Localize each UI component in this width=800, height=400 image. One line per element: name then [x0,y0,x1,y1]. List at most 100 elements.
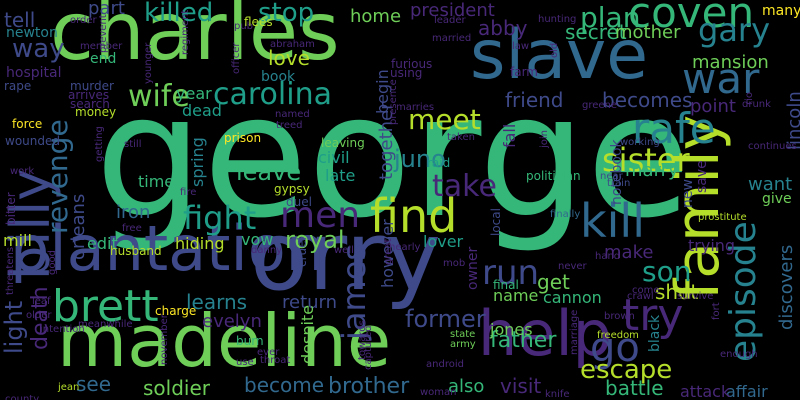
word-time: time [138,172,175,191]
word-charles: charles [50,0,340,78]
word-point: point [690,96,736,117]
word-iron: iron [116,202,151,223]
word-make: make [604,242,654,263]
word-brown: brown [604,311,635,322]
word-mob: mob [443,258,466,269]
word-woman: woman [420,387,457,398]
word-marry: marry [625,160,679,181]
word-drunk: drunk [742,99,771,110]
word-towards: towards [357,320,368,360]
word-sister: sister [602,141,690,179]
word-carolina: carolina [213,77,332,112]
word-county: county [5,394,40,400]
word-battle: battle [605,376,664,400]
word-younger: younger [143,42,154,84]
word-become: become [244,373,325,397]
word-politician: politician [526,169,581,183]
word-orleans: orleans [68,193,89,260]
word-android: android [426,359,464,370]
word-escape: escape [580,355,673,385]
word-visit: visit [500,374,542,398]
word-husband: husband [110,244,162,258]
word-join: join [539,129,550,148]
word-mother: mother [615,22,681,43]
word-take: take [432,169,497,204]
word-danny: danny [251,245,283,256]
word-juno: juno [394,145,446,173]
word-army: army [450,339,476,350]
word-gypsy: gypsy [274,182,310,196]
word-stop: stop [258,0,315,28]
word-order: order [70,15,97,26]
word-kill: kill [580,194,645,248]
word-farm: farm [510,65,538,79]
word-book: book [261,69,296,85]
word-named: named [275,109,310,120]
word-duel: duel [286,195,312,209]
word-money: money [75,105,117,119]
word-survive: survive [677,291,714,302]
word-force: force [12,117,43,131]
word-new: new [680,179,696,208]
word-officer: officer [231,42,242,74]
word-want: want [748,174,793,195]
word-vow: vow [241,230,274,249]
word-greene: greene [582,100,618,111]
word-george: george [95,58,691,256]
word-pub: pub [234,21,254,32]
word-finally: finally [550,209,581,220]
word-wife: wife [128,79,190,114]
word-near: near [600,171,623,182]
word-still: still [124,139,142,150]
word-meet: meet [408,103,481,136]
word-prostitute: prostitute [698,212,747,223]
word-knife: knife [545,389,570,400]
word-nearly: nearly [389,242,421,253]
word-dead: dead [182,101,222,120]
word-state: state [450,329,476,340]
word-brother: brother [328,374,410,399]
word-freedom: freedom [597,330,639,341]
word-plantation: plantation [10,212,325,285]
word-tell: tell [4,8,36,32]
word-taken: taken [447,132,475,143]
word-run: run [482,253,540,293]
word-work: work [10,166,35,177]
word-edit: edit [87,234,118,253]
word-using: using [390,66,423,80]
word-owner: owner [465,246,481,290]
word-former: former [405,305,486,333]
word-royal: royal [285,226,345,254]
word-hospital: hospital [6,65,62,81]
word-leaving: leaving [321,136,365,150]
word-old: old [549,42,560,58]
word-save: save [694,160,710,193]
word-threatens: threatens [5,246,16,295]
word-father: father [490,328,557,353]
word-use: use [236,357,254,368]
word-love: love [268,46,310,70]
word-murder: murder [70,79,114,93]
word-give: give [762,191,792,207]
word-friend: friend [505,88,564,112]
word-local: local [489,208,503,236]
word-prison: prison [224,131,262,145]
word-brett: brett [52,281,159,332]
word-november: november [159,314,170,365]
word-come: come [632,285,660,296]
word-mansion: mansion [692,52,769,73]
word-train: train [607,178,631,189]
word-raid: raid [427,156,451,170]
word-way: way [12,34,65,64]
word-meanwhile: meanwhile [78,319,133,330]
word-leaf: leaf [32,296,51,307]
word-late: late [325,166,356,185]
word-older: older [26,310,52,321]
word-see: see [76,372,112,396]
word-light: light [0,300,28,354]
word-mill: mill [3,231,32,250]
word-year: year [176,84,212,103]
word-flees: flees [244,15,273,29]
word-good: good [47,250,58,275]
word-intention: intention [40,324,85,335]
